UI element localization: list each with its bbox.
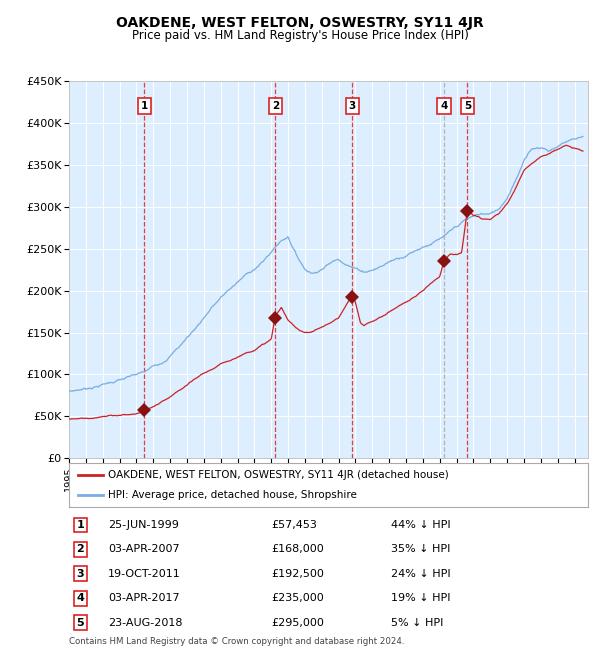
Text: £192,500: £192,500 <box>271 569 324 579</box>
Text: Price paid vs. HM Land Registry's House Price Index (HPI): Price paid vs. HM Land Registry's House … <box>131 29 469 42</box>
Text: 44% ↓ HPI: 44% ↓ HPI <box>391 520 451 530</box>
Text: 3: 3 <box>77 569 84 579</box>
Text: 03-APR-2007: 03-APR-2007 <box>108 545 179 554</box>
Text: 25-JUN-1999: 25-JUN-1999 <box>108 520 179 530</box>
Text: £57,453: £57,453 <box>271 520 317 530</box>
Text: 5: 5 <box>464 101 471 111</box>
Text: HPI: Average price, detached house, Shropshire: HPI: Average price, detached house, Shro… <box>108 490 357 500</box>
Text: £235,000: £235,000 <box>271 593 324 603</box>
Text: 5% ↓ HPI: 5% ↓ HPI <box>391 618 443 628</box>
Text: 19-OCT-2011: 19-OCT-2011 <box>108 569 181 579</box>
Text: £168,000: £168,000 <box>271 545 324 554</box>
Text: 03-APR-2017: 03-APR-2017 <box>108 593 179 603</box>
Text: 3: 3 <box>349 101 356 111</box>
Text: OAKDENE, WEST FELTON, OSWESTRY, SY11 4JR: OAKDENE, WEST FELTON, OSWESTRY, SY11 4JR <box>116 16 484 31</box>
Text: 2: 2 <box>77 545 84 554</box>
Text: 23-AUG-2018: 23-AUG-2018 <box>108 618 182 628</box>
Text: 4: 4 <box>76 593 85 603</box>
Text: Contains HM Land Registry data © Crown copyright and database right 2024.: Contains HM Land Registry data © Crown c… <box>69 637 404 646</box>
Text: 35% ↓ HPI: 35% ↓ HPI <box>391 545 450 554</box>
Text: 1: 1 <box>77 520 84 530</box>
Text: 19% ↓ HPI: 19% ↓ HPI <box>391 593 450 603</box>
Text: £295,000: £295,000 <box>271 618 324 628</box>
Text: OAKDENE, WEST FELTON, OSWESTRY, SY11 4JR (detached house): OAKDENE, WEST FELTON, OSWESTRY, SY11 4JR… <box>108 470 449 480</box>
Text: 4: 4 <box>440 101 448 111</box>
Text: 2: 2 <box>272 101 279 111</box>
Text: 5: 5 <box>77 618 84 628</box>
Text: 24% ↓ HPI: 24% ↓ HPI <box>391 569 451 579</box>
Text: 1: 1 <box>141 101 148 111</box>
